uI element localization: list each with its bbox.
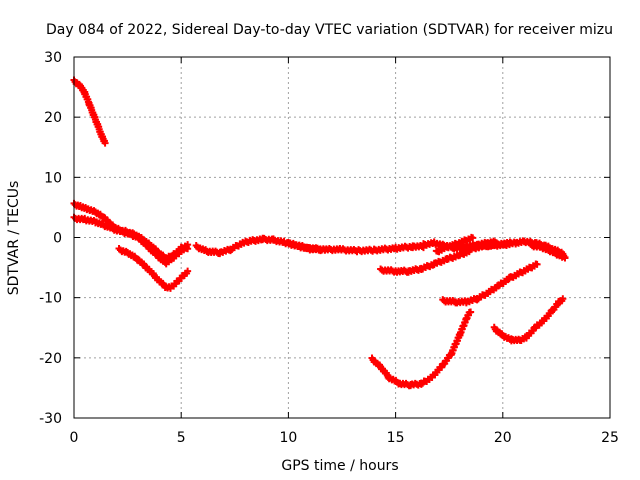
y-axis-label: SDTVAR / TECUs bbox=[6, 181, 22, 296]
y-tick-label: -10 bbox=[39, 291, 62, 307]
series-arc-5 bbox=[192, 234, 427, 258]
series-arc-12 bbox=[550, 248, 569, 262]
data-point bbox=[184, 267, 192, 275]
data-point bbox=[559, 295, 567, 303]
series-arc-13 bbox=[377, 246, 475, 276]
x-tick-label: 10 bbox=[279, 430, 297, 446]
data-point bbox=[469, 234, 477, 242]
data-points bbox=[70, 76, 569, 390]
y-tick-label: 10 bbox=[44, 170, 62, 186]
y-tick-label: 0 bbox=[53, 231, 62, 247]
series-arc-10 bbox=[469, 238, 515, 253]
series-arc-16 bbox=[490, 295, 567, 345]
data-point bbox=[317, 247, 325, 255]
series-arc-14 bbox=[439, 260, 541, 307]
data-point bbox=[101, 139, 109, 147]
data-point bbox=[507, 239, 515, 247]
chart-title: Day 084 of 2022, Sidereal Day-to-day VTE… bbox=[46, 22, 613, 38]
x-tick-label: 0 bbox=[70, 430, 79, 446]
y-tick-label: -20 bbox=[39, 351, 62, 367]
data-point bbox=[467, 308, 475, 316]
data-point bbox=[533, 260, 541, 268]
series-arc-6 bbox=[284, 238, 325, 255]
axis-ticks: 0 5 10 15 20 25 -30 -20 -10 0 10 20 30 bbox=[39, 50, 619, 446]
x-tick-label: 5 bbox=[177, 430, 186, 446]
data-point bbox=[561, 254, 569, 262]
data-point bbox=[467, 246, 475, 254]
x-tick-label: 25 bbox=[601, 430, 619, 446]
x-axis-label: GPS time / hours bbox=[281, 458, 398, 474]
series-arc-1 bbox=[70, 76, 109, 147]
y-tick-label: 20 bbox=[44, 110, 62, 126]
y-tick-label: 30 bbox=[44, 50, 62, 66]
y-tick-label: -30 bbox=[39, 411, 62, 427]
x-tick-label: 15 bbox=[387, 430, 405, 446]
series-arc-15 bbox=[368, 308, 475, 390]
x-tick-label: 20 bbox=[494, 430, 512, 446]
series-arc-4 bbox=[115, 244, 192, 292]
series-arc-3 bbox=[70, 213, 192, 268]
grid bbox=[74, 57, 610, 418]
data-point bbox=[184, 245, 192, 253]
